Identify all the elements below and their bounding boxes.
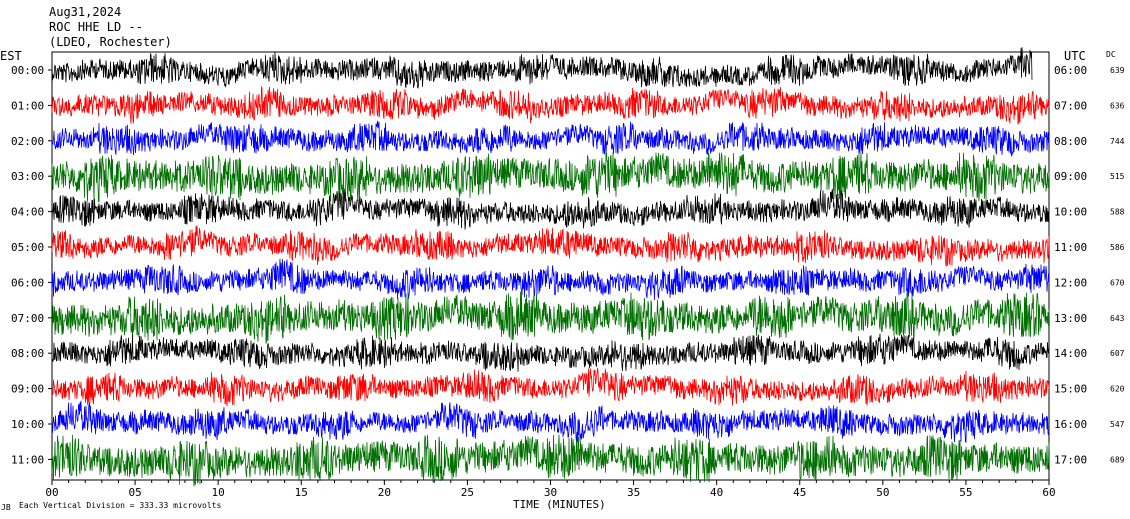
x-tick-label: 60 [1042,486,1055,499]
est-tick-label: 02:00 [11,135,44,148]
x-tick-label: 05 [128,486,141,499]
est-tick-label: 01:00 [11,99,44,112]
utc-tick-label: 10:00 [1054,206,1087,219]
dc-value-label: 620 [1110,385,1125,394]
x-axis: 00 05 10 15 20 25 30 35 40 45 50 55 60 [45,480,1056,499]
est-tick-label: 10:00 [11,418,44,431]
x-tick-label: 35 [627,486,640,499]
trace-0900 [51,367,1050,407]
trace-0800 [51,333,1050,372]
dc-value-label: 636 [1110,101,1125,110]
est-tick-label: 09:00 [11,383,44,396]
utc-tick-label: 08:00 [1054,135,1087,148]
x-tick-label: 25 [461,486,474,499]
x-tick-label: 40 [710,486,723,499]
utc-zone-label: UTC [1064,49,1086,63]
utc-tick-label: 12:00 [1054,276,1087,289]
est-tick-label: 05:00 [11,241,44,254]
utc-tick-label: 15:00 [1054,383,1087,396]
station-label: ROC HHE LD -- [49,20,143,34]
dc-value-label: 639 [1110,66,1125,75]
utc-tick-label: 13:00 [1054,312,1087,325]
est-tick-label: 06:00 [11,276,44,289]
dc-header-label: DC [1106,50,1116,59]
est-tick-label: 08:00 [11,347,44,360]
dc-value-label: 547 [1110,420,1125,429]
traces-group [51,47,1050,487]
x-tick-label: 50 [876,486,889,499]
trace-1000 [51,400,1050,443]
x-tick-label: 20 [378,486,391,499]
trace-0200 [51,120,1050,157]
network-label: (LDEO, Rochester) [49,35,172,49]
x-tick-label: 10 [212,486,225,499]
dc-value-label: 689 [1110,455,1125,464]
trace-0100 [51,86,1050,126]
x-axis-title: TIME (MINUTES) [513,498,606,511]
footer-note: Each Vertical Division = 333.33 microvol… [19,501,221,510]
trace-0000 [51,47,1033,89]
utc-tick-label: 14:00 [1054,347,1087,360]
trace-0500 [51,225,1050,267]
dc-value-label: 744 [1110,137,1125,146]
trace-1100 [51,434,1050,487]
trace-0400 [51,188,1050,230]
est-tick-label: 07:00 [11,312,44,325]
dc-value-label: 586 [1110,243,1125,252]
trace-0700 [51,291,1050,344]
dc-value-label: 643 [1110,314,1125,323]
utc-tick-label: 09:00 [1054,170,1087,183]
x-tick-label: 15 [295,486,308,499]
utc-tick-label: 07:00 [1054,99,1087,112]
est-tick-label: 04:00 [11,206,44,219]
est-tick-label: 11:00 [11,453,44,466]
dc-value-label: 670 [1110,278,1125,287]
footer-mark: JB [1,503,11,512]
dc-value-label: 515 [1110,172,1125,181]
utc-tick-label: 16:00 [1054,418,1087,431]
row-labels-group: 00:00 06:00 639 01:00 07:00 636 02:00 08:00 744 0… [11,64,1125,466]
utc-tick-label: 11:00 [1054,241,1087,254]
x-tick-label: 55 [959,486,972,499]
x-tick-label: 00 [45,486,58,499]
trace-0300 [51,152,1050,204]
est-zone-label: EST [0,49,22,63]
x-tick-label: 30 [544,486,557,499]
utc-tick-label: 17:00 [1054,453,1087,466]
utc-tick-label: 06:00 [1054,64,1087,77]
dc-value-label: 588 [1110,208,1125,217]
est-tick-label: 00:00 [11,64,44,77]
dc-value-label: 607 [1110,349,1125,358]
x-tick-label: 45 [793,486,806,499]
est-tick-label: 03:00 [11,170,44,183]
date-label: Aug31,2024 [49,5,121,19]
trace-0600 [51,258,1050,301]
